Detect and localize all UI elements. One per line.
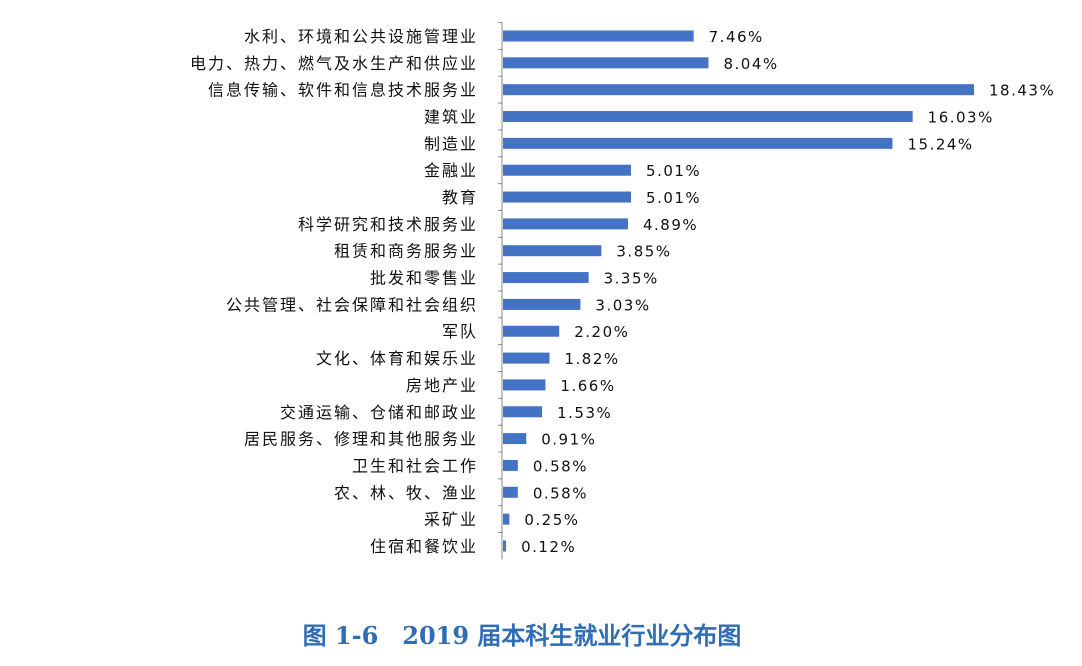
data-label: 5.01% xyxy=(646,189,701,207)
data-label: 8.04% xyxy=(723,55,778,73)
category-label: 交通运输、仓储和邮政业 xyxy=(280,403,478,422)
data-label: 1.53% xyxy=(557,404,612,422)
bar xyxy=(503,433,527,445)
data-label: 16.03% xyxy=(928,109,994,127)
category-label: 批发和零售业 xyxy=(370,269,478,288)
category-label: 住宿和餐饮业 xyxy=(370,537,478,556)
data-label: 3.35% xyxy=(604,270,659,288)
category-label: 军队 xyxy=(442,322,478,341)
bar xyxy=(503,272,589,284)
category-label: 科学研究和技术服务业 xyxy=(298,215,478,234)
bar xyxy=(503,30,694,42)
bar xyxy=(503,137,893,149)
category-label: 房地产业 xyxy=(406,376,478,395)
data-label: 18.43% xyxy=(989,82,1055,100)
bar xyxy=(503,298,581,310)
bar xyxy=(503,406,543,418)
bar xyxy=(503,379,546,391)
bar xyxy=(503,513,510,525)
category-label: 采矿业 xyxy=(424,510,478,529)
category-label: 文化、体育和娱乐业 xyxy=(316,349,478,368)
category-label: 金融业 xyxy=(424,161,478,180)
data-label: 15.24% xyxy=(907,135,973,153)
data-label: 2.20% xyxy=(574,323,629,341)
bar xyxy=(503,57,709,69)
bar xyxy=(503,459,518,471)
data-label: 0.12% xyxy=(521,538,576,556)
category-label: 信息传输、软件和信息技术服务业 xyxy=(208,81,478,100)
data-label: 0.58% xyxy=(533,457,588,475)
data-label: 0.91% xyxy=(541,431,596,449)
bar xyxy=(503,191,632,203)
bar xyxy=(503,245,602,257)
data-label: 1.66% xyxy=(560,377,615,395)
data-label: 0.58% xyxy=(533,484,588,502)
category-label: 农、林、牧、渔业 xyxy=(334,483,478,502)
category-label: 教育 xyxy=(442,188,478,207)
category-label: 租赁和商务服务业 xyxy=(334,242,478,261)
category-label: 电力、热力、燃气及水生产和供应业 xyxy=(190,54,478,73)
category-label: 卫生和社会工作 xyxy=(352,456,478,475)
bar xyxy=(503,325,560,337)
data-label: 5.01% xyxy=(646,162,701,180)
category-label: 公共管理、社会保障和社会组织 xyxy=(226,295,478,314)
data-label: 3.03% xyxy=(595,296,650,314)
data-label: 4.89% xyxy=(643,216,698,234)
data-label: 0.25% xyxy=(524,511,579,529)
bar-chart: 水利、环境和公共设施管理业 7.46% 电力、热力、燃气及水生产和供应业 8.04% 信… xyxy=(190,22,1055,560)
data-label: 3.85% xyxy=(616,243,671,261)
data-label: 1.82% xyxy=(565,350,620,368)
bar xyxy=(503,111,913,123)
bar xyxy=(503,218,628,230)
bar xyxy=(503,352,550,364)
bar xyxy=(503,164,632,176)
bar xyxy=(503,84,974,96)
bar xyxy=(503,486,518,498)
bar xyxy=(503,540,507,552)
category-label: 居民服务、修理和其他服务业 xyxy=(244,430,478,449)
category-label: 水利、环境和公共设施管理业 xyxy=(244,27,478,46)
category-label: 制造业 xyxy=(424,134,478,153)
category-label: 建筑业 xyxy=(424,108,478,127)
data-label: 7.46% xyxy=(709,28,764,46)
chart-title: 图 1-6 2019 届本科生就业行业分布图 xyxy=(302,621,742,650)
